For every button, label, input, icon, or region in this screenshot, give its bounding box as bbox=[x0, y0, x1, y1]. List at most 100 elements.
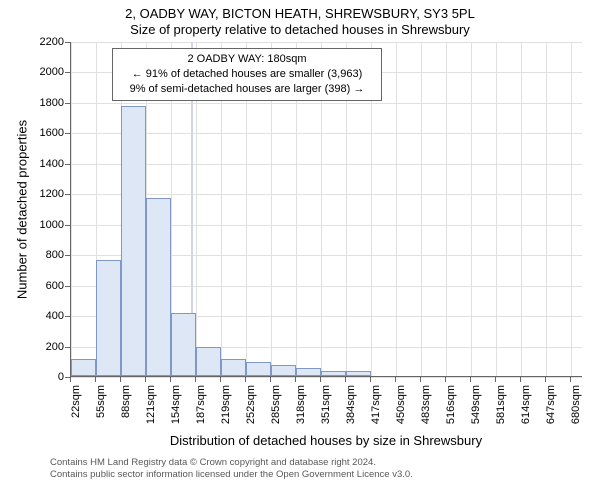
x-tick-label: 417sqm bbox=[370, 385, 382, 435]
x-tick-label: 187sqm bbox=[195, 385, 207, 435]
footer-attribution: Contains HM Land Registry data © Crown c… bbox=[50, 457, 590, 482]
info-line-1: 2 OADBY WAY: 180sqm bbox=[119, 52, 375, 67]
y-tick-label: 0 bbox=[30, 371, 64, 383]
x-tick-label: 22sqm bbox=[70, 385, 82, 435]
histogram-bar bbox=[146, 198, 171, 376]
x-tick-mark bbox=[320, 377, 321, 382]
x-tick-label: 549sqm bbox=[470, 385, 482, 435]
y-tick-label: 1000 bbox=[30, 219, 64, 231]
chart-title-sub: Size of property relative to detached ho… bbox=[0, 22, 600, 37]
histogram-bar bbox=[96, 260, 121, 376]
x-tick-label: 121sqm bbox=[145, 385, 157, 435]
x-tick-label: 55sqm bbox=[95, 385, 107, 435]
x-tick-mark bbox=[270, 377, 271, 382]
x-tick-mark bbox=[520, 377, 521, 382]
y-axis-label: Number of detached properties bbox=[15, 109, 30, 309]
histogram-bar bbox=[346, 371, 371, 376]
x-tick-label: 450sqm bbox=[395, 385, 407, 435]
y-tick-mark bbox=[65, 42, 70, 43]
grid-line-h bbox=[71, 194, 582, 195]
y-tick-label: 2000 bbox=[30, 66, 64, 78]
x-tick-label: 219sqm bbox=[220, 385, 232, 435]
x-tick-label: 154sqm bbox=[170, 385, 182, 435]
y-tick-mark bbox=[65, 316, 70, 317]
grid-line-h bbox=[71, 42, 582, 43]
grid-line-v bbox=[571, 42, 572, 376]
x-tick-label: 581sqm bbox=[495, 385, 507, 435]
y-tick-mark bbox=[65, 72, 70, 73]
footer-line-2: Contains public sector information licen… bbox=[50, 469, 590, 481]
x-tick-label: 680sqm bbox=[570, 385, 582, 435]
x-tick-mark bbox=[120, 377, 121, 382]
x-tick-mark bbox=[395, 377, 396, 382]
histogram-bar bbox=[246, 362, 271, 376]
x-tick-mark bbox=[70, 377, 71, 382]
chart-title-main: 2, OADBY WAY, BICTON HEATH, SHREWSBURY, … bbox=[0, 6, 600, 21]
x-tick-label: 285sqm bbox=[270, 385, 282, 435]
histogram-chart: 2, OADBY WAY, BICTON HEATH, SHREWSBURY, … bbox=[0, 0, 600, 500]
grid-line-h bbox=[71, 133, 582, 134]
x-tick-label: 384sqm bbox=[345, 385, 357, 435]
y-tick-label: 2200 bbox=[30, 36, 64, 48]
histogram-bar bbox=[296, 368, 321, 376]
y-tick-label: 200 bbox=[30, 341, 64, 353]
x-tick-label: 252sqm bbox=[245, 385, 257, 435]
x-tick-label: 318sqm bbox=[295, 385, 307, 435]
x-tick-label: 614sqm bbox=[520, 385, 532, 435]
grid-line-v bbox=[446, 42, 447, 376]
footer-line-1: Contains HM Land Registry data © Crown c… bbox=[50, 457, 590, 469]
x-tick-mark bbox=[470, 377, 471, 382]
x-tick-mark bbox=[95, 377, 96, 382]
x-tick-mark bbox=[445, 377, 446, 382]
grid-line-v bbox=[71, 42, 72, 376]
histogram-bar bbox=[271, 365, 296, 376]
grid-line-v bbox=[496, 42, 497, 376]
grid-line-v bbox=[521, 42, 522, 376]
x-axis-label: Distribution of detached houses by size … bbox=[70, 433, 582, 448]
y-tick-label: 1200 bbox=[30, 188, 64, 200]
grid-line-v bbox=[471, 42, 472, 376]
x-tick-mark bbox=[420, 377, 421, 382]
y-tick-mark bbox=[65, 103, 70, 104]
x-tick-label: 88sqm bbox=[120, 385, 132, 435]
x-tick-mark bbox=[195, 377, 196, 382]
grid-line-h bbox=[71, 377, 582, 378]
y-tick-mark bbox=[65, 133, 70, 134]
x-tick-mark bbox=[495, 377, 496, 382]
y-tick-label: 1600 bbox=[30, 127, 64, 139]
y-tick-label: 400 bbox=[30, 310, 64, 322]
y-tick-mark bbox=[65, 255, 70, 256]
x-tick-label: 647sqm bbox=[545, 385, 557, 435]
info-line-3: 9% of semi-detached houses are larger (3… bbox=[119, 82, 375, 97]
histogram-bar bbox=[221, 359, 246, 376]
x-tick-label: 483sqm bbox=[420, 385, 432, 435]
histogram-bar bbox=[71, 359, 96, 377]
x-tick-mark bbox=[545, 377, 546, 382]
x-tick-mark bbox=[295, 377, 296, 382]
y-tick-label: 1400 bbox=[30, 158, 64, 170]
grid-line-v bbox=[546, 42, 547, 376]
grid-line-v bbox=[421, 42, 422, 376]
info-box: 2 OADBY WAY: 180sqm ← 91% of detached ho… bbox=[112, 48, 382, 101]
y-tick-label: 1800 bbox=[30, 97, 64, 109]
y-tick-mark bbox=[65, 194, 70, 195]
histogram-bar bbox=[171, 313, 196, 376]
x-tick-mark bbox=[220, 377, 221, 382]
x-tick-mark bbox=[245, 377, 246, 382]
histogram-bar bbox=[196, 347, 220, 376]
y-tick-mark bbox=[65, 347, 70, 348]
y-tick-label: 800 bbox=[30, 249, 64, 261]
x-tick-mark bbox=[170, 377, 171, 382]
x-tick-mark bbox=[570, 377, 571, 382]
x-tick-label: 516sqm bbox=[445, 385, 457, 435]
grid-line-v bbox=[396, 42, 397, 376]
x-tick-mark bbox=[345, 377, 346, 382]
histogram-bar bbox=[321, 371, 346, 376]
y-tick-mark bbox=[65, 286, 70, 287]
grid-line-h bbox=[71, 103, 582, 104]
histogram-bar bbox=[121, 106, 146, 376]
x-tick-mark bbox=[145, 377, 146, 382]
x-tick-mark bbox=[370, 377, 371, 382]
y-tick-mark bbox=[65, 164, 70, 165]
info-line-2: ← 91% of detached houses are smaller (3,… bbox=[119, 67, 375, 82]
